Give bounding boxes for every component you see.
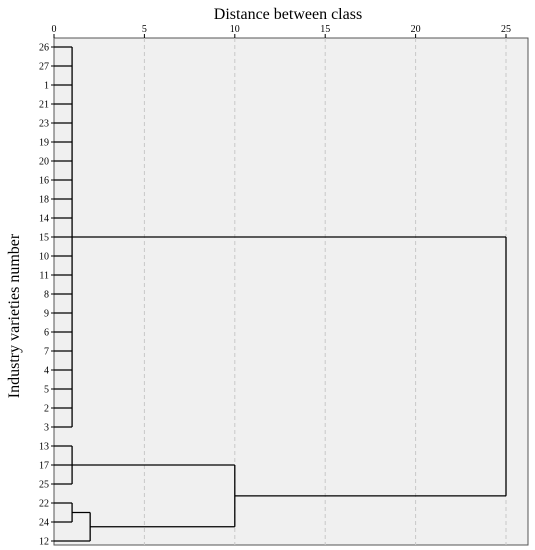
x-tick-label: 0 — [52, 24, 57, 35]
leaf-label: 8 — [44, 290, 49, 301]
leaf-label: 19 — [39, 138, 49, 149]
leaf-label: 23 — [39, 119, 49, 130]
leaf-label: 18 — [39, 195, 49, 206]
leaf-label: 11 — [39, 271, 49, 282]
x-tick-label: 20 — [411, 24, 421, 35]
leaf-label: 27 — [39, 62, 49, 73]
leaf-label: 15 — [39, 233, 49, 244]
leaf-label: 26 — [39, 43, 49, 54]
leaf-label: 13 — [39, 442, 49, 453]
leaf-label: 2 — [44, 404, 49, 415]
x-axis-ticks: 0 5 10 15 20 25 — [52, 24, 511, 38]
leaf-label: 5 — [44, 385, 49, 396]
leaf-label: 1 — [44, 81, 49, 92]
leaf-label: 16 — [39, 176, 49, 187]
leaf-label: 21 — [39, 100, 49, 111]
leaf-label: 9 — [44, 309, 49, 320]
leaf-label: 22 — [39, 499, 49, 510]
dendrogram-branches — [54, 46, 507, 542]
plot-area — [53, 37, 529, 546]
leaf-label: 7 — [44, 347, 49, 358]
leaf-label: 3 — [44, 423, 49, 434]
x-tick-label: 10 — [230, 24, 240, 35]
x-axis-title: Distance between class — [214, 6, 362, 23]
x-tick-label: 5 — [142, 24, 147, 35]
leaf-label: 12 — [39, 537, 49, 548]
y-axis-title: Industry varieties number — [6, 233, 23, 398]
leaf-label: 17 — [39, 461, 49, 472]
leaf-label: 24 — [39, 518, 49, 529]
leaf-label: 6 — [44, 328, 49, 339]
leaf-label: 4 — [44, 366, 49, 377]
leaf-label: 14 — [39, 214, 49, 225]
leaf-label: 10 — [39, 252, 49, 263]
y-axis-leaf-labels: 2627121231920161814151011896745231317252… — [39, 43, 54, 548]
leaf-label: 25 — [39, 480, 49, 491]
x-tick-label: 15 — [320, 24, 330, 35]
x-tick-label: 25 — [501, 24, 511, 35]
leaf-label: 20 — [39, 157, 49, 168]
